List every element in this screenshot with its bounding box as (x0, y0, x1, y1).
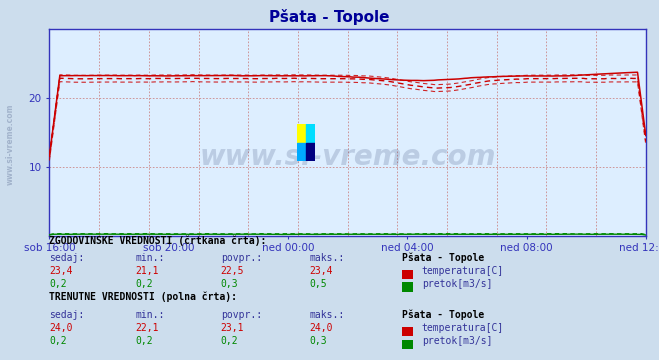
Text: 0,2: 0,2 (135, 279, 153, 289)
Text: 0,2: 0,2 (221, 336, 239, 346)
Text: pretok[m3/s]: pretok[m3/s] (422, 336, 492, 346)
Text: povpr.:: povpr.: (221, 253, 262, 263)
Text: 0,3: 0,3 (221, 279, 239, 289)
Text: Pšata - Topole: Pšata - Topole (402, 309, 484, 320)
Text: sedaj:: sedaj: (49, 253, 84, 263)
Text: 0,3: 0,3 (310, 336, 328, 346)
Text: pretok[m3/s]: pretok[m3/s] (422, 279, 492, 289)
Text: 0,2: 0,2 (49, 336, 67, 346)
Text: sedaj:: sedaj: (49, 310, 84, 320)
Text: 23,4: 23,4 (310, 266, 333, 276)
Text: temperatura[C]: temperatura[C] (422, 266, 504, 276)
Text: maks.:: maks.: (310, 310, 345, 320)
Text: www.si-vreme.com: www.si-vreme.com (200, 143, 496, 171)
Text: ZGODOVINSKE VREDNOSTI (črtkana črta):: ZGODOVINSKE VREDNOSTI (črtkana črta): (49, 235, 267, 246)
Text: TRENUTNE VREDNOSTI (polna črta):: TRENUTNE VREDNOSTI (polna črta): (49, 292, 237, 302)
Text: maks.:: maks.: (310, 253, 345, 263)
Text: 0,5: 0,5 (310, 279, 328, 289)
Text: povpr.:: povpr.: (221, 310, 262, 320)
Text: www.si-vreme.com: www.si-vreme.com (5, 103, 14, 185)
Text: 24,0: 24,0 (49, 323, 73, 333)
Text: 0,2: 0,2 (49, 279, 67, 289)
Text: Pšata - Topole: Pšata - Topole (402, 252, 484, 263)
Text: Pšata - Topole: Pšata - Topole (270, 9, 389, 25)
Text: 0,2: 0,2 (135, 336, 153, 346)
Text: min.:: min.: (135, 310, 165, 320)
Text: 23,1: 23,1 (221, 323, 244, 333)
Text: 22,1: 22,1 (135, 323, 159, 333)
Text: 23,4: 23,4 (49, 266, 73, 276)
Text: min.:: min.: (135, 253, 165, 263)
Text: temperatura[C]: temperatura[C] (422, 323, 504, 333)
Text: 21,1: 21,1 (135, 266, 159, 276)
Text: 22,5: 22,5 (221, 266, 244, 276)
Text: 24,0: 24,0 (310, 323, 333, 333)
